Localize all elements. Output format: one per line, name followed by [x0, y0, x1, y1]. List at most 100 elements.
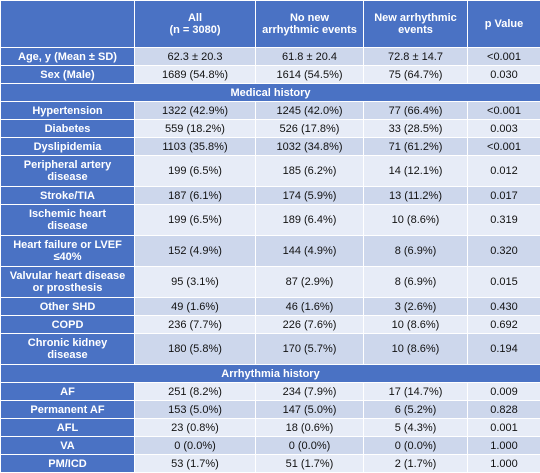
cell-no-new-events: 1245 (42.0%) — [256, 102, 364, 120]
cell-new-events: 71 (61.2%) — [364, 138, 468, 156]
cell-no-new-events: 1614 (54.5%) — [256, 66, 364, 84]
cell-p-value: <0.001 — [468, 102, 540, 120]
cell-p-value: 0.828 — [468, 401, 540, 419]
cell-p-value: 0.319 — [468, 205, 540, 236]
row-label: Hypertension — [1, 102, 135, 120]
cell-all: 23 (0.8%) — [135, 419, 256, 437]
cell-p-value: 0.012 — [468, 156, 540, 187]
cell-new-events: 10 (8.6%) — [364, 205, 468, 236]
cell-p-value: 0.692 — [468, 316, 540, 334]
cell-no-new-events: 226 (7.6%) — [256, 316, 364, 334]
cell-new-events: 0 (0.0%) — [364, 437, 468, 455]
cell-new-events: 2 (1.7%) — [364, 455, 468, 473]
cell-p-value: 1.000 — [468, 455, 540, 473]
cell-p-value: <0.001 — [468, 138, 540, 156]
row-label: Sex (Male) — [1, 66, 135, 84]
header-cell-all: All(n = 3080) — [135, 1, 256, 48]
cell-new-events: 5 (4.3%) — [364, 419, 468, 437]
cell-no-new-events: 147 (5.0%) — [256, 401, 364, 419]
cell-all: 236 (7.7%) — [135, 316, 256, 334]
cell-p-value: 0.015 — [468, 267, 540, 298]
table-row: Sex (Male)1689 (54.8%)1614 (54.5%)75 (64… — [1, 66, 540, 84]
cell-p-value: 0.194 — [468, 334, 540, 365]
row-label: Age, y (Mean ± SD) — [1, 48, 135, 66]
cell-p-value: 0.320 — [468, 236, 540, 267]
row-label: Permanent AF — [1, 401, 135, 419]
cell-all: 95 (3.1%) — [135, 267, 256, 298]
row-label: Dyslipidemia — [1, 138, 135, 156]
cell-new-events: 14 (12.1%) — [364, 156, 468, 187]
header-cell-label — [1, 1, 135, 48]
cell-no-new-events: 174 (5.9%) — [256, 187, 364, 205]
cell-no-new-events: 144 (4.9%) — [256, 236, 364, 267]
cell-p-value: 0.009 — [468, 383, 540, 401]
cell-all: 49 (1.6%) — [135, 298, 256, 316]
row-label: Other SHD — [1, 298, 135, 316]
cell-no-new-events: 18 (0.6%) — [256, 419, 364, 437]
cell-new-events: 6 (5.2%) — [364, 401, 468, 419]
cell-no-new-events: 0 (0.0%) — [256, 437, 364, 455]
cell-new-events: 17 (14.7%) — [364, 383, 468, 401]
cell-no-new-events: 1032 (34.8%) — [256, 138, 364, 156]
cell-p-value: 0.003 — [468, 120, 540, 138]
cell-no-new-events: 51 (1.7%) — [256, 455, 364, 473]
cell-p-value: <0.001 — [468, 48, 540, 66]
cell-all: 1322 (42.9%) — [135, 102, 256, 120]
cell-all: 62.3 ± 20.3 — [135, 48, 256, 66]
row-label: VA — [1, 437, 135, 455]
cell-new-events: 10 (8.6%) — [364, 334, 468, 365]
cell-p-value: 0.001 — [468, 419, 540, 437]
row-label: AF — [1, 383, 135, 401]
row-label: COPD — [1, 316, 135, 334]
cell-p-value: 0.017 — [468, 187, 540, 205]
cell-all: 180 (5.8%) — [135, 334, 256, 365]
row-label: PM/ICD — [1, 455, 135, 473]
table-row: Heart failure or LVEF≤40%152 (4.9%)144 (… — [1, 236, 540, 267]
cell-all: 153 (5.0%) — [135, 401, 256, 419]
cell-new-events: 72.8 ± 14.7 — [364, 48, 468, 66]
cell-no-new-events: 526 (17.8%) — [256, 120, 364, 138]
row-label: Diabetes — [1, 120, 135, 138]
cell-p-value: 0.030 — [468, 66, 540, 84]
cell-new-events: 33 (28.5%) — [364, 120, 468, 138]
cell-new-events: 8 (6.9%) — [364, 267, 468, 298]
row-label: Heart failure or LVEF≤40% — [1, 236, 135, 267]
cell-all: 199 (6.5%) — [135, 205, 256, 236]
cell-new-events: 8 (6.9%) — [364, 236, 468, 267]
cell-no-new-events: 234 (7.9%) — [256, 383, 364, 401]
row-label: AFL — [1, 419, 135, 437]
section-title: Medical history — [1, 84, 540, 102]
cell-no-new-events: 46 (1.6%) — [256, 298, 364, 316]
header-cell-p-value: p Value — [468, 1, 540, 48]
cell-new-events: 75 (64.7%) — [364, 66, 468, 84]
cell-new-events: 13 (11.2%) — [364, 187, 468, 205]
cell-no-new-events: 185 (6.2%) — [256, 156, 364, 187]
cell-all: 0 (0.0%) — [135, 437, 256, 455]
cell-no-new-events: 189 (6.4%) — [256, 205, 364, 236]
section-header-row: Medical history — [1, 84, 540, 102]
cell-no-new-events: 87 (2.9%) — [256, 267, 364, 298]
